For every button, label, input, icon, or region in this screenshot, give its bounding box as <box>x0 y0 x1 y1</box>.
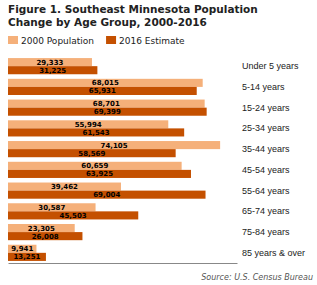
x-axis <box>9 263 238 264</box>
bar <box>8 120 168 128</box>
bar <box>8 245 36 253</box>
legend-swatch <box>106 36 116 44</box>
tick: 85 years & over <box>242 248 305 258</box>
bar <box>8 149 176 157</box>
tick-label: 5-14 years <box>242 82 285 92</box>
bar <box>8 191 206 199</box>
bar <box>8 128 184 136</box>
bar <box>8 232 82 240</box>
bar <box>8 224 75 232</box>
bar <box>8 183 121 191</box>
legend-swatch <box>8 36 18 44</box>
data-label: 45,503 <box>60 212 87 220</box>
legend: 2000 Population 2016 Estimate <box>8 36 185 46</box>
data-label: 30,587 <box>38 204 65 212</box>
data-label: 63,925 <box>86 170 113 178</box>
tick: 15-24 years <box>242 103 290 113</box>
subtitle: Change by Age Group, 2000-2016 <box>8 16 207 28</box>
bar <box>8 170 191 178</box>
plot: 29,333 68,015 68,701 55,994 74,105 60,659 39,4… <box>8 58 305 263</box>
title: Figure 1. Southeast Minnesota Population <box>8 3 258 15</box>
tick-label: 75-84 years <box>242 227 290 237</box>
legend-item: 2000 Population <box>8 36 94 46</box>
bar <box>8 203 96 211</box>
tick-label: Under 5 years <box>242 61 299 71</box>
bar <box>8 79 203 87</box>
bar <box>8 66 97 74</box>
y-axis: Under 5 years 5-14 years 15-24 years 25-34 … <box>242 61 305 258</box>
legend-item: 2016 Estimate <box>106 36 185 46</box>
tick-label: 25-34 years <box>242 123 290 133</box>
tick: 45-54 years <box>242 165 290 175</box>
data-label: 58,569 <box>78 150 105 158</box>
data-label: 39,462 <box>51 183 78 191</box>
chart: Figure 1. Southeast Minnesota Population… <box>0 0 317 285</box>
tick: 5-14 years <box>242 82 285 92</box>
data-label: 74,105 <box>101 142 128 150</box>
annotation: Source: U.S. Census Bureau <box>201 273 313 282</box>
bar <box>8 58 92 66</box>
tick: 35-44 years <box>242 144 290 154</box>
data-label: 13,251 <box>13 253 40 261</box>
bars <box>8 58 220 261</box>
data-label: 23,305 <box>28 225 55 233</box>
data-label: 60,659 <box>81 162 108 170</box>
legend-label: 2016 Estimate <box>119 36 185 46</box>
data-label: 69,004 <box>93 191 120 199</box>
tick: 25-34 years <box>242 123 290 133</box>
bar <box>8 108 207 116</box>
legend-label: 2000 Population <box>21 36 94 46</box>
data-label: 31,225 <box>39 67 66 75</box>
tick-label: 85 years & over <box>242 248 305 258</box>
bar <box>8 100 205 108</box>
data-label: 26,008 <box>32 233 59 241</box>
tick: 65-74 years <box>242 206 290 216</box>
bar <box>8 141 220 149</box>
data-label: 61,543 <box>83 129 110 137</box>
data-label: 69,399 <box>94 108 121 116</box>
data-label: 65,931 <box>89 87 116 95</box>
tick: 75-84 years <box>242 227 290 237</box>
bar <box>8 162 182 170</box>
axis-line <box>9 263 238 264</box>
data-label: 9,941 <box>11 245 33 253</box>
bar <box>8 211 138 219</box>
tick-label: 45-54 years <box>242 165 290 175</box>
tick: Under 5 years <box>242 61 299 71</box>
tick-label: 35-44 years <box>242 144 290 154</box>
data-label: 68,701 <box>93 100 120 108</box>
data-label: 29,333 <box>36 59 63 67</box>
bar <box>8 87 197 95</box>
tick: 55-64 years <box>242 185 290 195</box>
tick-label: 65-74 years <box>242 206 290 216</box>
tick-label: 15-24 years <box>242 103 290 113</box>
tick-label: 55-64 years <box>242 185 290 195</box>
data-label: 68,015 <box>92 79 119 87</box>
data-labels: 29,333 68,015 68,701 55,994 74,105 60,659 39,4… <box>11 59 128 262</box>
bar <box>8 253 46 261</box>
data-label: 55,994 <box>75 121 102 129</box>
